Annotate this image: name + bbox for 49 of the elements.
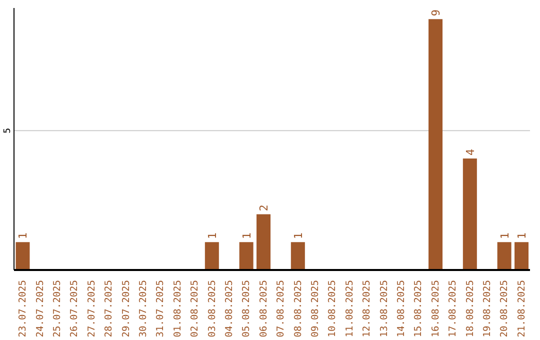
x-tick-label: 20.08.2025 [499,280,510,338]
data-label: 1 [516,232,529,240]
x-tick-label: 10.08.2025 [327,280,338,338]
x-tick-label: 05.08.2025 [241,280,252,338]
x-tick-label: 06.08.2025 [258,280,270,338]
x-tick-label: 19.08.2025 [482,280,493,338]
data-label: 1 [498,232,512,240]
bar [514,242,529,270]
x-tick-label: 24.07.2025 [34,280,46,338]
x-tick-label: 21.08.2025 [516,280,528,338]
data-label: 9 [430,10,443,16]
x-tick-label: 28.07.2025 [104,280,115,338]
x-tick-label: 27.07.2025 [86,280,98,338]
x-tick-label: 29.07.2025 [120,280,132,338]
x-tick-label: 02.08.2025 [190,280,201,338]
data-label: 1 [292,232,305,240]
x-tick-label: 23.07.2025 [18,280,29,338]
x-tick-label: 04.08.2025 [224,280,235,338]
x-tick-label: 14.08.2025 [396,280,407,338]
bar [256,214,271,270]
x-tick-label: 08.08.2025 [292,280,304,338]
x-tick-label: 15.08.2025 [413,280,424,338]
x-tick-label: 26.07.2025 [69,280,80,338]
data-label: 1 [240,232,254,240]
x-tick-label: 18.08.2025 [464,280,476,338]
data-label: 4 [464,148,477,156]
x-tick-label: 13.08.2025 [378,280,390,338]
x-tick-label: 17.08.2025 [448,280,459,338]
bar [428,19,443,270]
bar [497,242,512,270]
x-tick-label: 07.08.2025 [276,280,287,338]
x-tick-label: 30.07.2025 [138,280,149,338]
x-tick-label: 11.08.2025 [344,280,356,338]
y-tick-label: 5 [3,128,13,134]
bar [290,242,305,270]
x-tick-label: 31.07.2025 [155,280,166,338]
bar [462,158,477,270]
data-label: 1 [16,232,30,240]
x-tick-label: 09.08.2025 [310,280,321,338]
x-tick-label: 16.08.2025 [430,280,442,338]
x-tick-label: 03.08.2025 [206,280,218,338]
bar [239,242,254,270]
data-label: 1 [206,232,219,240]
data-label: 2 [258,204,271,212]
bar [204,242,219,270]
x-tick-label: 01.08.2025 [172,280,184,338]
bar [16,242,30,270]
x-tick-label: 25.07.2025 [52,280,63,338]
x-tick-label: 12.08.2025 [362,280,373,338]
